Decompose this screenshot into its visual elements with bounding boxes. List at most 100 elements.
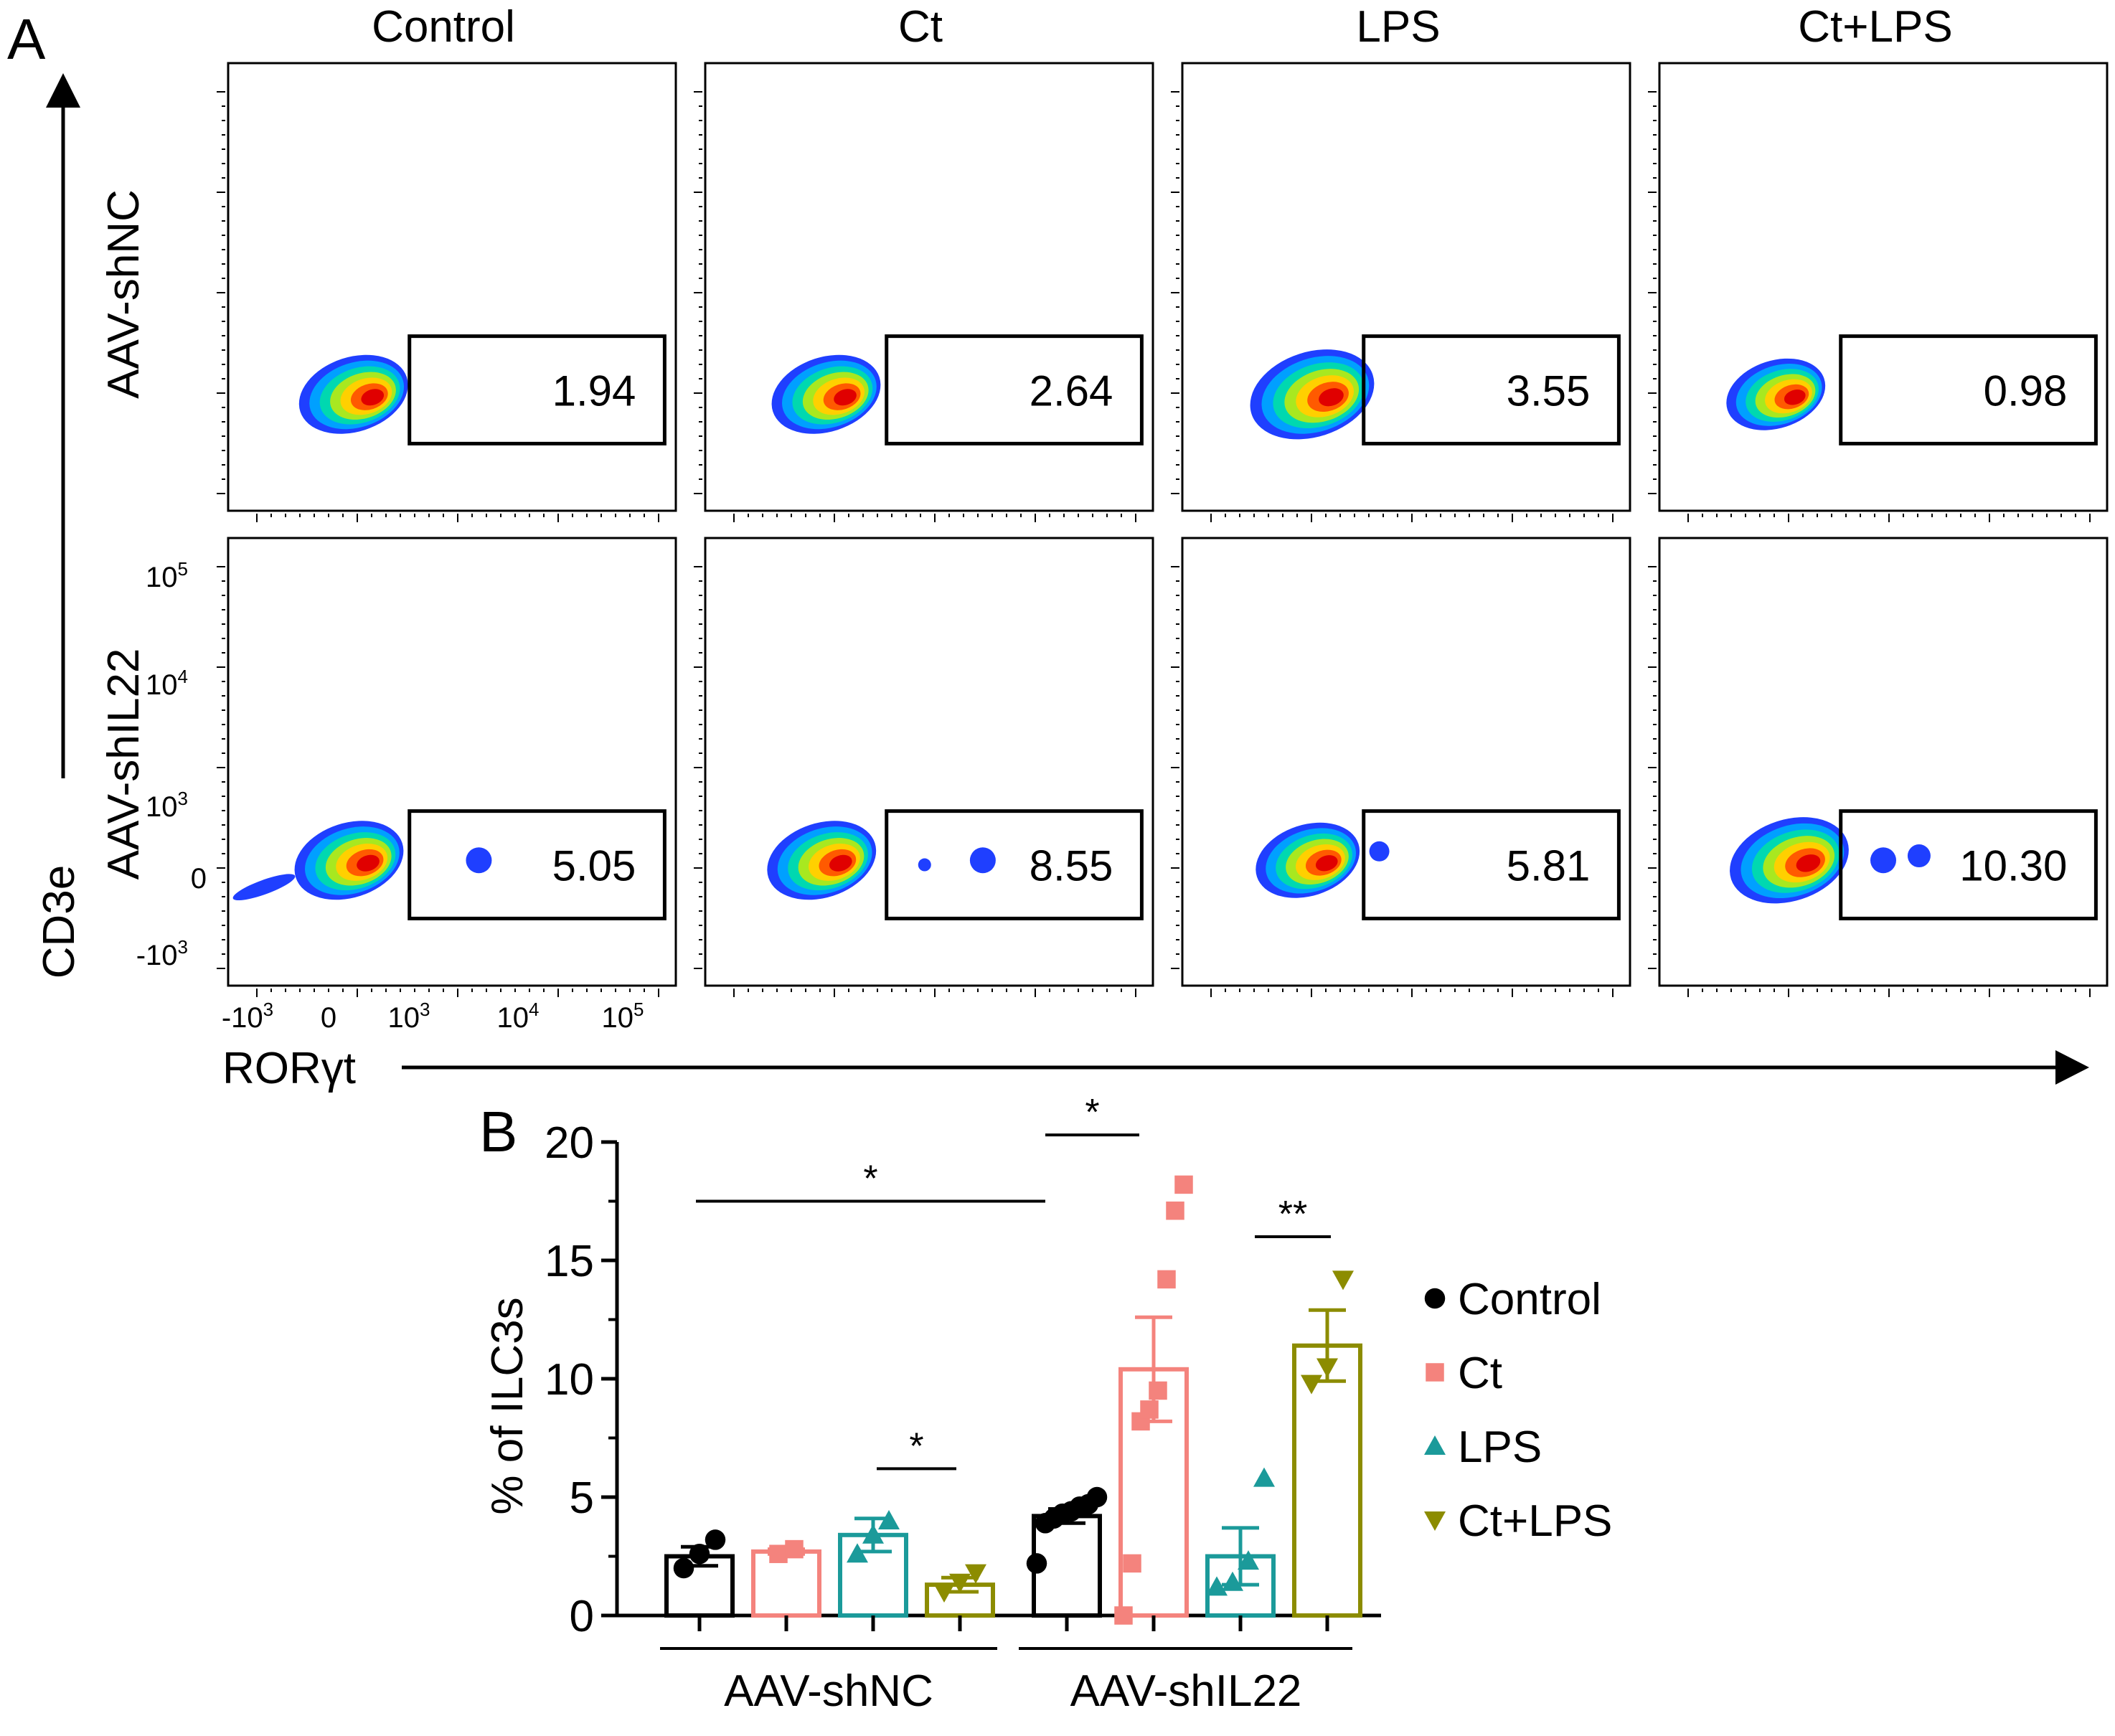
density-cluster: [969, 847, 996, 874]
data-point: [1166, 1201, 1184, 1220]
gate-box: [885, 334, 1144, 445]
y-tick-label: -103: [136, 936, 188, 971]
data-point: [1253, 1467, 1275, 1487]
gate-percentage: 8.55: [1030, 842, 1113, 890]
gate-box: [1839, 809, 2098, 920]
y-tick-label: 10: [545, 1355, 594, 1405]
flow-plot-panel: 2.64: [694, 62, 1154, 522]
data-point: [673, 1557, 694, 1579]
legend: Control Ct LPS Ct+LPS: [1424, 1275, 1612, 1546]
flow-plot-frame: [227, 537, 677, 987]
data-point: [1316, 1358, 1338, 1378]
legend-marker: [1424, 1435, 1446, 1455]
flow-plot-ticks: [1171, 566, 1614, 997]
column-title-control: Control: [372, 2, 515, 52]
legend-label: Ct+LPS: [1458, 1496, 1612, 1546]
data-point: [1123, 1554, 1141, 1573]
legend-label: Control: [1458, 1275, 1601, 1324]
flow-plot-ticks: [217, 91, 659, 522]
flow-plot-panel: 5.05: [217, 537, 677, 997]
legend-label: LPS: [1458, 1423, 1542, 1472]
flow-plot-panel: 3.55: [1171, 62, 1631, 522]
column-title-ct-lps: Ct+LPS: [1798, 2, 1952, 52]
x-tick-label: -103: [222, 999, 273, 1034]
flow-plot-panel: 1.94: [217, 62, 677, 522]
group-label-aav-shnc: AAV-shNC: [724, 1666, 933, 1716]
significance-marker: *: [863, 1159, 877, 1200]
data-point: [847, 1543, 868, 1563]
y-tick-label: 20: [545, 1118, 594, 1168]
data-point: [1332, 1270, 1354, 1291]
data-point: [769, 1544, 788, 1563]
y-axis-label: CD3e: [34, 865, 84, 979]
legend-marker: [1426, 1363, 1444, 1382]
y-axis-arrow-head: [46, 73, 80, 108]
column-title-lps: LPS: [1356, 2, 1440, 52]
density-cluster: [1907, 844, 1931, 868]
data-point: [689, 1543, 710, 1565]
flow-plot-panel: 8.55: [694, 537, 1154, 997]
data-point: [1174, 1175, 1193, 1194]
data-point: [949, 1573, 971, 1593]
gate-box: [1839, 334, 2098, 445]
legend-marker: [1424, 1511, 1446, 1531]
density-cluster: [1870, 847, 1896, 874]
gate-percentage: 2.64: [1030, 367, 1113, 415]
y-tick-label: 104: [146, 666, 188, 701]
data-point: [1157, 1270, 1176, 1289]
significance-marker: *: [1085, 1092, 1099, 1133]
flow-plot-grid: 1.94 2.64 3.55 0.98 5.05 8.55 5.81 10.30: [217, 62, 2109, 997]
data-point: [705, 1529, 726, 1550]
data-point: [1026, 1553, 1047, 1574]
gate-percentage: 5.81: [1507, 842, 1591, 890]
panel-b-label: B: [479, 1100, 517, 1164]
panel-a-x-tick-labels: -103 0 103 104 105: [222, 999, 644, 1034]
y-tick-label: 0: [191, 863, 207, 895]
density-blob: [771, 354, 881, 434]
x-axis-arrow-head: [2055, 1050, 2089, 1085]
y-tick-label: 5: [570, 1473, 594, 1523]
flow-plot-ticks: [1648, 91, 2091, 522]
panel-a-y-tick-labels: 105 104 103 0 -103: [136, 558, 207, 971]
gate-percentage: 10.30: [1959, 842, 2067, 890]
y-tick-label: 103: [146, 788, 188, 823]
density-blob: [1726, 358, 1826, 430]
y-tick-label: 0: [570, 1592, 594, 1641]
density-tail: [232, 874, 296, 901]
data-point: [862, 1524, 884, 1544]
row-title-aav-shil22: AAV-shIL22: [99, 648, 149, 880]
gate-box: [408, 809, 666, 920]
flow-plot-ticks: [694, 91, 1136, 522]
flow-plot-panel: 10.30: [1648, 537, 2109, 997]
legend-marker: [1424, 1288, 1446, 1309]
x-axis-label: RORγt: [222, 1044, 356, 1093]
data-point: [1149, 1381, 1167, 1400]
flow-plot-ticks: [217, 566, 659, 997]
flow-plot-panel: 0.98: [1648, 62, 2109, 522]
density-cluster: [1369, 841, 1390, 862]
data-point: [1086, 1486, 1108, 1508]
x-tick-label: 105: [602, 999, 644, 1034]
flow-plot-ticks: [1171, 91, 1614, 522]
flow-plot-frame: [1658, 62, 2109, 512]
significance-marker: *: [909, 1425, 923, 1467]
density-blob: [1250, 349, 1375, 440]
gate-percentage: 5.05: [552, 842, 636, 890]
y-axis-title: % of ILC3s: [483, 1297, 532, 1514]
density-blob: [1730, 817, 1849, 904]
data-point: [785, 1539, 804, 1559]
gate-box: [1362, 334, 1621, 445]
flow-plot-frame: [704, 537, 1154, 987]
data-point: [878, 1510, 900, 1529]
data-point: [1301, 1374, 1322, 1395]
density-blob: [767, 821, 877, 900]
significance-marker: **: [1278, 1194, 1307, 1235]
legend-label: Ct: [1458, 1349, 1502, 1398]
data-point: [1140, 1400, 1159, 1419]
density-blob: [294, 821, 404, 900]
data-point: [1222, 1571, 1243, 1591]
density-blob: [1256, 822, 1360, 898]
flow-plot-ticks: [694, 566, 1136, 997]
